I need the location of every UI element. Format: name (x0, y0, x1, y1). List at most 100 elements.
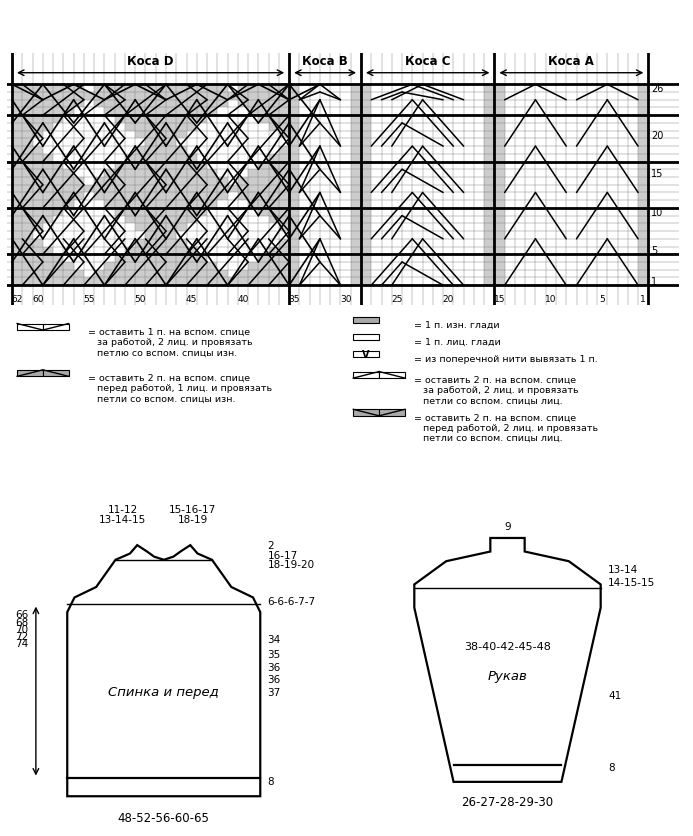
Bar (310, 162, 320, 170)
Bar (392, 147, 402, 155)
Bar (320, 224, 330, 232)
Bar (269, 140, 279, 147)
Bar (505, 217, 515, 224)
Bar (515, 178, 525, 186)
Bar (207, 247, 218, 255)
Bar (556, 140, 566, 147)
Bar (556, 109, 566, 116)
Bar (423, 140, 433, 147)
Bar (340, 255, 351, 263)
Bar (433, 224, 443, 232)
Bar (617, 201, 628, 209)
Bar (577, 255, 587, 263)
Bar (525, 217, 536, 224)
Bar (310, 85, 320, 93)
Bar (566, 140, 577, 147)
Bar (505, 100, 515, 109)
Bar (320, 186, 330, 193)
Bar (238, 240, 248, 247)
Bar (536, 186, 545, 193)
Bar (412, 240, 423, 247)
Bar (515, 232, 525, 240)
Bar (176, 232, 186, 240)
Bar (607, 140, 617, 147)
Bar (587, 201, 597, 209)
Bar (73, 240, 84, 247)
Bar (577, 155, 587, 162)
Bar (310, 178, 320, 186)
Bar (299, 140, 310, 147)
Bar (464, 263, 474, 270)
Bar (402, 255, 412, 263)
Bar (43, 147, 53, 155)
Bar (607, 224, 617, 232)
Bar (515, 116, 525, 124)
Bar (474, 100, 484, 109)
Text: 26-27-28-29-30: 26-27-28-29-30 (462, 795, 554, 808)
Bar (43, 324, 69, 331)
Bar (412, 209, 423, 217)
Bar (114, 124, 125, 131)
Bar (197, 247, 207, 255)
Bar (505, 224, 515, 232)
Bar (227, 217, 238, 224)
Bar (330, 85, 340, 93)
Bar (505, 85, 515, 93)
Bar (607, 155, 617, 162)
Bar (299, 209, 310, 217)
Bar (361, 131, 371, 140)
Bar (382, 270, 392, 278)
Bar (597, 224, 607, 232)
Bar (402, 93, 412, 100)
Bar (371, 162, 382, 170)
Bar (412, 217, 423, 224)
Bar (330, 193, 340, 201)
Bar (207, 131, 218, 140)
Bar (330, 162, 340, 170)
Bar (464, 193, 474, 201)
Bar (382, 170, 392, 178)
Bar (617, 193, 628, 201)
Bar (587, 85, 597, 93)
Bar (382, 109, 392, 116)
Bar (94, 147, 105, 155)
Bar (361, 85, 371, 93)
Bar (536, 278, 545, 286)
Bar (238, 232, 248, 240)
Bar (474, 224, 484, 232)
Bar (371, 193, 382, 201)
Bar (474, 116, 484, 124)
Bar (197, 217, 207, 224)
Bar (433, 240, 443, 247)
Bar (392, 100, 402, 109)
Bar (474, 140, 484, 147)
Bar (545, 263, 556, 270)
Bar (515, 93, 525, 100)
Bar (310, 140, 320, 147)
Bar (515, 255, 525, 263)
Bar (248, 116, 258, 124)
Bar (453, 270, 464, 278)
Bar (453, 155, 464, 162)
Bar (464, 170, 474, 178)
Bar (566, 147, 577, 155)
Bar (84, 255, 94, 263)
Bar (577, 224, 587, 232)
Bar (515, 263, 525, 270)
Bar (53, 124, 63, 131)
Bar (617, 255, 628, 263)
Bar (443, 116, 453, 124)
Bar (628, 109, 638, 116)
Bar (340, 224, 351, 232)
Bar (607, 93, 617, 100)
Bar (330, 170, 340, 178)
Bar (197, 224, 207, 232)
Bar (412, 131, 423, 140)
Bar (464, 147, 474, 155)
Bar (423, 224, 433, 232)
Bar (597, 170, 607, 178)
Bar (17, 370, 43, 377)
Bar (320, 263, 330, 270)
Bar (392, 155, 402, 162)
Bar (73, 162, 84, 170)
